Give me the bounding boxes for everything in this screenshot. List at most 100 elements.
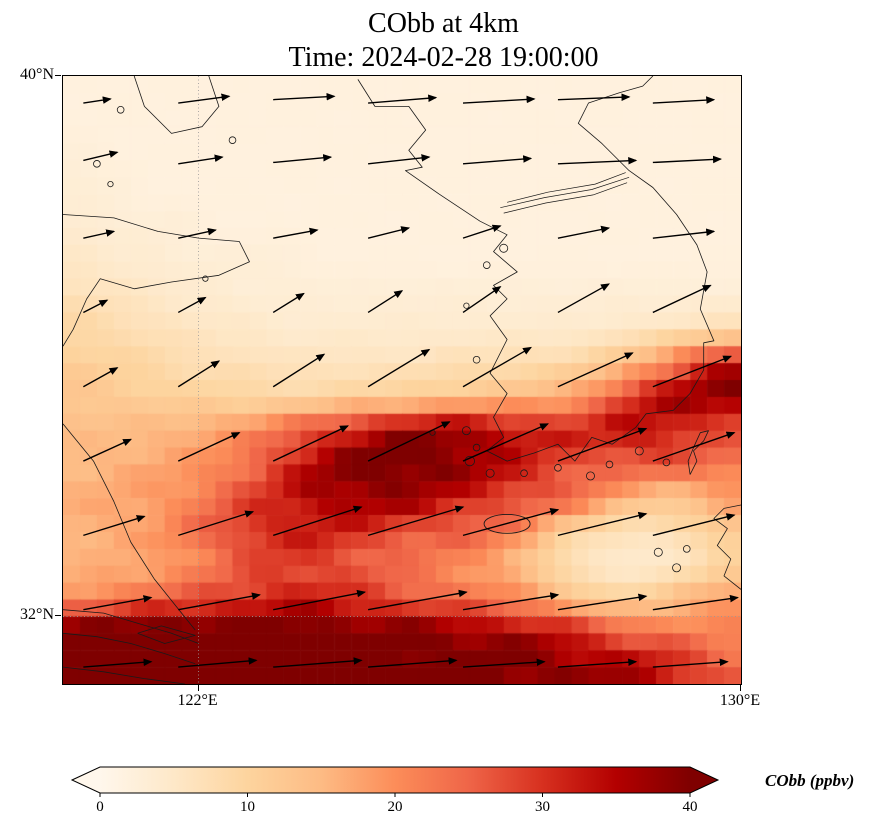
colorbar-extend-min xyxy=(72,767,100,793)
wind-arrow xyxy=(368,657,458,668)
axis-tickmark xyxy=(197,685,199,691)
axis-tickmark xyxy=(55,75,61,76)
lat-tick-label: 32°N xyxy=(20,606,54,624)
island xyxy=(482,261,491,269)
island xyxy=(662,458,671,467)
island xyxy=(472,355,481,364)
wind-arrow xyxy=(177,360,221,388)
wind-arrow xyxy=(462,423,550,462)
wind-arrow xyxy=(83,658,153,668)
wind-arrow xyxy=(462,508,560,537)
wind-arrow xyxy=(272,292,305,314)
coastline xyxy=(357,76,715,462)
wind-arrow xyxy=(83,438,133,462)
wind-arrow xyxy=(83,150,119,162)
wind-arrow xyxy=(557,225,611,239)
chart-subtitle: Time: 2024-02-28 19:00:00 xyxy=(288,42,599,73)
wind-arrow xyxy=(652,284,712,314)
wind-arrow xyxy=(83,96,112,104)
wind-arrow xyxy=(273,154,333,164)
wind-arrow xyxy=(178,657,258,668)
colorbar-tick-label: 20 xyxy=(388,799,403,815)
wind-arrow xyxy=(652,431,736,462)
wind-arrow xyxy=(462,155,533,165)
wind-arrow xyxy=(273,92,336,101)
border-line xyxy=(503,182,628,214)
wind-arrow xyxy=(557,511,648,537)
wind-arrow xyxy=(652,513,736,537)
island xyxy=(653,547,663,557)
jeju-island xyxy=(483,513,531,534)
colorbar: 0 10 20 30 40 xyxy=(70,763,720,818)
border-line xyxy=(507,172,626,203)
island xyxy=(605,460,614,469)
wind-arrow xyxy=(367,421,451,462)
axis-tickmark xyxy=(740,685,741,691)
island xyxy=(461,426,471,436)
island xyxy=(586,471,595,481)
wind-arrow xyxy=(83,229,116,239)
wind-arrow xyxy=(178,592,261,611)
wind-arrow xyxy=(652,355,733,388)
map-overlay xyxy=(63,76,741,684)
wind-arrow xyxy=(557,593,648,611)
wind-arrow xyxy=(272,353,326,388)
coastline xyxy=(687,430,709,475)
colorbar-tick-label: 40 xyxy=(683,799,698,815)
colorbar-tick-label: 30 xyxy=(535,799,550,815)
wind-arrow xyxy=(367,589,468,611)
colorbar-extend-max xyxy=(690,767,718,793)
wind-arrow xyxy=(178,510,255,537)
wind-arrow xyxy=(557,427,648,462)
colorbar-tick-label: 0 xyxy=(96,799,104,815)
coastline xyxy=(63,214,250,347)
island xyxy=(672,563,682,573)
island xyxy=(634,446,644,456)
wind-arrow xyxy=(178,154,224,165)
coastline xyxy=(63,666,186,684)
wind-arrow xyxy=(557,352,634,388)
wind-arrow xyxy=(462,95,536,104)
border-line xyxy=(500,176,630,209)
wind-arrow xyxy=(557,658,638,668)
wind-arrow xyxy=(83,595,153,611)
map-panel xyxy=(62,75,742,685)
coastline xyxy=(63,423,196,631)
wind-arrow xyxy=(652,96,716,104)
wind-arrow xyxy=(272,425,349,462)
wind-arrow xyxy=(272,505,363,537)
colorbar-gradient xyxy=(100,767,690,793)
wind-arrow xyxy=(367,348,431,388)
wind-arrow xyxy=(83,515,146,537)
colorbar-tick-label: 10 xyxy=(240,799,255,815)
wind-arrow xyxy=(367,290,404,314)
wind-arrow xyxy=(273,227,319,239)
island xyxy=(682,545,691,553)
lat-tick-label: 40°N xyxy=(20,66,54,83)
wind-arrow xyxy=(652,155,723,164)
wind-arrow xyxy=(367,505,465,537)
island xyxy=(202,275,209,282)
wind-arrow xyxy=(178,227,217,239)
island xyxy=(116,105,125,114)
coastline xyxy=(713,504,741,590)
island xyxy=(485,468,495,478)
island xyxy=(520,469,528,478)
wind-arrow xyxy=(462,224,502,239)
coastline xyxy=(137,625,196,644)
wind-arrow xyxy=(462,286,502,314)
colorbar-svg: 0 10 20 30 40 xyxy=(70,766,720,815)
wind-arrow xyxy=(368,94,438,104)
colorbar-label: CObb (ppbv) xyxy=(765,771,855,790)
chart-title: CObb at 4km xyxy=(368,8,519,39)
coastline xyxy=(63,632,196,665)
wind-arrow xyxy=(178,93,231,104)
wind-arrow xyxy=(273,657,363,668)
wind-arrow xyxy=(367,226,411,239)
island xyxy=(463,302,470,309)
coastline xyxy=(63,609,199,644)
island xyxy=(472,443,481,452)
wind-arrow xyxy=(177,432,241,462)
lon-tick-label: 122°E xyxy=(177,692,218,709)
